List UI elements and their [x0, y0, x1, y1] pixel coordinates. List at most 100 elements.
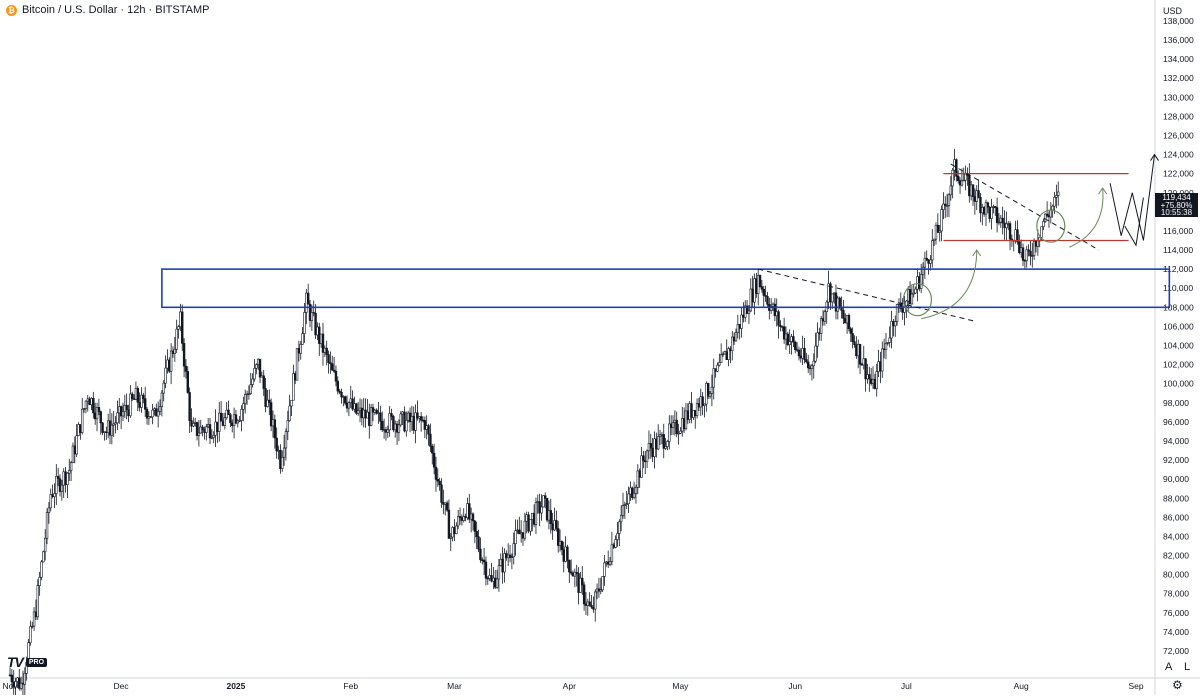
candle-body [134, 388, 138, 400]
candle-body [427, 425, 430, 435]
symbol-title: Bitcoin / U.S. Dollar · 12h · BITSTAMP [22, 4, 210, 16]
candle-body [108, 420, 112, 436]
candle-body [994, 206, 997, 208]
y-tick-label: 124,000 [1163, 150, 1194, 160]
last-price: 119,434 [1162, 193, 1191, 202]
candle-body [1036, 240, 1040, 247]
candle-body [988, 206, 991, 219]
tradingview-logo[interactable]: TV PRO [7, 654, 48, 670]
candle-body [64, 471, 67, 486]
candle-body [621, 505, 625, 516]
candle-body [143, 398, 147, 410]
symbol-legend[interactable]: ₿ Bitcoin / U.S. Dollar · 12h · BITSTAMP [6, 4, 209, 16]
candle-body [575, 571, 578, 574]
candle-body [694, 410, 697, 416]
log-scale-button[interactable]: L [1184, 661, 1191, 673]
candle-body [473, 520, 477, 532]
candle-body [127, 409, 130, 417]
candle-body [627, 493, 630, 504]
candle-body [353, 403, 356, 410]
gear-icon[interactable]: ⚙ [1172, 678, 1183, 692]
candle-body [158, 406, 162, 412]
candle-body [503, 553, 506, 573]
candle-body [679, 430, 682, 434]
y-tick-label: 86,000 [1163, 512, 1189, 522]
candle-body [468, 503, 471, 520]
x-tick-label: Jul [901, 681, 912, 691]
candle-body [601, 576, 604, 591]
candle-body [532, 512, 536, 525]
candle-body [753, 278, 756, 303]
candle-body [142, 394, 145, 400]
candle-body [538, 501, 541, 514]
auto-scale-button[interactable]: A [1165, 661, 1173, 673]
candle-body [306, 292, 310, 305]
candle-body [71, 445, 75, 463]
candle-body [356, 410, 360, 414]
candle-body [284, 431, 288, 449]
candle-body [975, 190, 978, 202]
candle-body [329, 362, 332, 365]
candle-body [931, 240, 934, 261]
candle-body [251, 378, 254, 385]
candle-body [945, 205, 949, 207]
y-tick-label: 116,000 [1163, 226, 1193, 236]
candle-body [223, 417, 227, 426]
candle-body [840, 307, 843, 311]
candle-body [682, 418, 686, 430]
tv-mark: TV [7, 654, 24, 670]
candle-body [579, 577, 582, 593]
candle-body [816, 332, 819, 347]
retest-arrow [921, 250, 978, 320]
candle-body [451, 527, 454, 538]
candle-body [1018, 241, 1021, 253]
candle-body [294, 373, 297, 381]
candle-body [999, 217, 1003, 223]
dashed-trendline [758, 268, 977, 323]
candle-body [794, 341, 797, 350]
candle-body [810, 365, 814, 370]
candle-body [332, 369, 336, 372]
currency-label[interactable]: USD [1163, 6, 1183, 16]
candle-body [116, 412, 119, 424]
candle-body [432, 452, 436, 468]
candle-body [529, 519, 532, 532]
candle-body [701, 396, 704, 406]
candle-body [151, 409, 154, 418]
candle-body [823, 311, 827, 322]
candle-body [645, 450, 649, 463]
candle-body [347, 402, 351, 409]
candle-body [755, 278, 758, 294]
y-tick-label: 128,000 [1163, 111, 1194, 121]
candle-body [101, 422, 104, 433]
candle-body [803, 347, 806, 360]
candle-body [618, 521, 621, 534]
candle-body [310, 312, 314, 321]
candle-body [860, 363, 864, 366]
candle-body [582, 584, 586, 605]
candle-body [212, 434, 215, 438]
candle-body [58, 478, 62, 492]
candle-body [429, 433, 432, 447]
candle-body [244, 394, 247, 404]
candle-body [197, 432, 201, 436]
candle-body [123, 404, 127, 412]
candle-body [216, 421, 219, 432]
candle-body [782, 326, 786, 340]
candle-body [958, 180, 962, 186]
candle-body [334, 370, 338, 382]
candle-body [32, 611, 36, 627]
candle-body [182, 343, 186, 367]
candle-body [434, 466, 438, 480]
candle-body [1042, 221, 1045, 228]
candle-body [668, 423, 671, 442]
candle-body [366, 411, 369, 419]
candle-body [271, 419, 275, 427]
candle-body [256, 358, 260, 365]
candle-body [360, 407, 364, 419]
candle-body [756, 275, 760, 294]
candle-body [425, 425, 428, 430]
y-tick-label: 100,000 [1163, 379, 1194, 389]
